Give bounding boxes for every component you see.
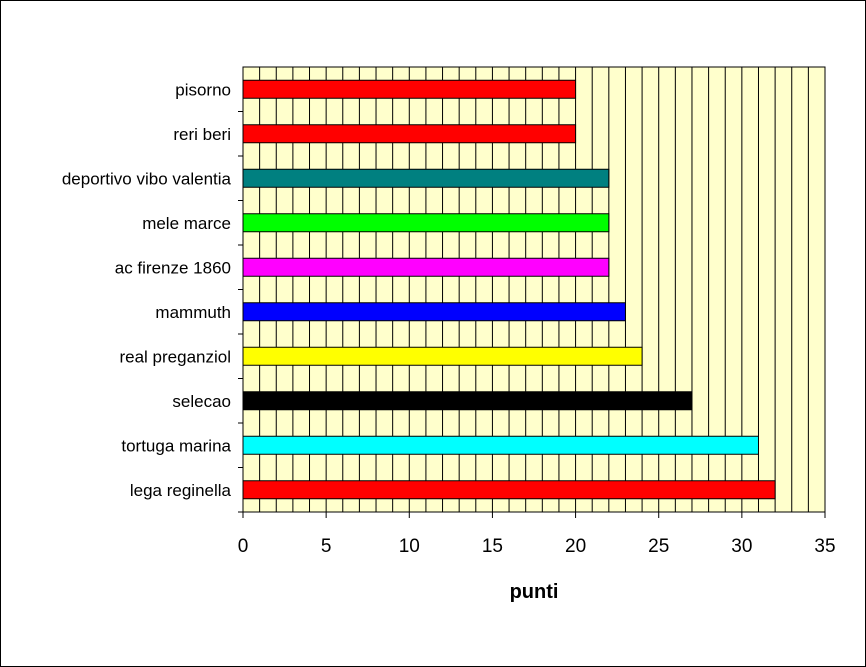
x-tick-label: 25 (648, 536, 669, 557)
x-tick-label: 35 (814, 536, 835, 557)
x-tick-label: 15 (482, 536, 503, 557)
category-label: tortuga marina (121, 436, 231, 455)
category-label: ac firenze 1860 (115, 258, 231, 277)
bar (242, 124, 577, 144)
bar (242, 435, 759, 455)
category-label: real preganziol (119, 347, 231, 366)
x-tick-label: 20 (565, 536, 586, 557)
category-labels: lega reginella tortuga marina selecao real … (62, 80, 243, 513)
bar (242, 346, 643, 366)
category-label: pisorno (175, 80, 231, 99)
category-label: mele marce (142, 214, 231, 233)
bar (242, 391, 693, 411)
bar (242, 79, 577, 99)
x-tick-label: 5 (321, 536, 332, 557)
category-label: lega reginella (130, 481, 232, 500)
bar (242, 257, 610, 277)
category-label: deportivo vibo valentia (62, 169, 232, 188)
x-tick-label: 10 (399, 536, 420, 557)
x-axis-title: punti (510, 581, 559, 603)
bar (242, 213, 610, 233)
bar (242, 168, 610, 188)
category-label: reri beri (173, 125, 231, 144)
x-axis: 0 5 10 15 20 25 30 35 (238, 512, 836, 557)
category-label: selecao (172, 392, 231, 411)
bar (242, 480, 776, 500)
bar (242, 302, 626, 322)
x-tick-label: 30 (731, 536, 752, 557)
x-tick-label: 0 (238, 536, 249, 557)
category-label: mammuth (155, 303, 231, 322)
bars (242, 79, 776, 500)
